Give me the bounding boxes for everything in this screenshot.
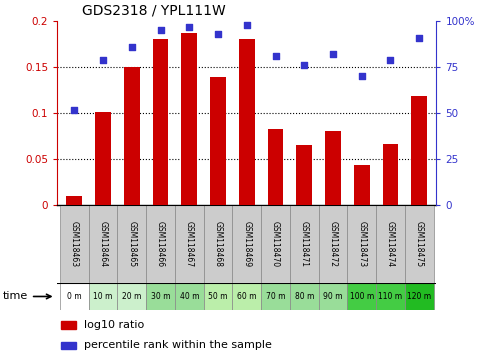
Bar <box>204 205 233 283</box>
Bar <box>239 39 254 205</box>
Text: GSM118470: GSM118470 <box>271 221 280 267</box>
Bar <box>95 112 111 205</box>
Text: 20 m: 20 m <box>122 292 141 301</box>
Bar <box>175 205 204 283</box>
Bar <box>210 78 226 205</box>
Bar <box>146 205 175 283</box>
Text: 60 m: 60 m <box>237 292 256 301</box>
Bar <box>204 283 233 310</box>
Point <box>186 24 193 30</box>
Bar <box>354 165 370 205</box>
Bar <box>261 283 290 310</box>
Text: GSM118468: GSM118468 <box>213 221 223 267</box>
Text: 30 m: 30 m <box>151 292 170 301</box>
Bar <box>233 205 261 283</box>
Text: log10 ratio: log10 ratio <box>84 320 144 330</box>
Bar <box>89 205 118 283</box>
Bar <box>233 283 261 310</box>
Text: 120 m: 120 m <box>407 292 432 301</box>
Bar <box>118 283 146 310</box>
Text: GSM118473: GSM118473 <box>357 221 366 267</box>
Bar <box>66 196 82 205</box>
Point <box>300 63 308 68</box>
Bar <box>61 342 76 349</box>
Point <box>157 28 165 33</box>
Bar <box>60 205 89 283</box>
Text: GDS2318 / YPL111W: GDS2318 / YPL111W <box>82 4 226 18</box>
Text: 70 m: 70 m <box>266 292 285 301</box>
Bar <box>296 145 312 205</box>
Bar <box>347 283 376 310</box>
Bar <box>118 205 146 283</box>
Point <box>271 53 279 59</box>
Text: 50 m: 50 m <box>208 292 228 301</box>
Bar <box>124 67 140 205</box>
Text: GSM118469: GSM118469 <box>242 221 251 267</box>
Text: 100 m: 100 m <box>350 292 374 301</box>
Text: GSM118464: GSM118464 <box>99 221 108 267</box>
Point <box>70 107 78 113</box>
Text: percentile rank within the sample: percentile rank within the sample <box>84 341 271 350</box>
Bar <box>405 205 434 283</box>
Bar <box>89 283 118 310</box>
Bar <box>376 283 405 310</box>
Text: time: time <box>2 291 28 302</box>
Text: GSM118475: GSM118475 <box>415 221 424 267</box>
Point <box>329 52 337 57</box>
Point <box>99 57 107 63</box>
Bar <box>60 283 89 310</box>
Text: GSM118472: GSM118472 <box>328 221 337 267</box>
Bar <box>325 131 341 205</box>
Bar <box>290 283 318 310</box>
Bar <box>182 33 197 205</box>
Text: 110 m: 110 m <box>378 292 403 301</box>
Text: 0 m: 0 m <box>67 292 82 301</box>
Bar <box>411 96 427 205</box>
Text: 90 m: 90 m <box>323 292 343 301</box>
Bar <box>175 283 204 310</box>
Point <box>128 44 136 50</box>
Bar <box>146 283 175 310</box>
Text: 80 m: 80 m <box>295 292 314 301</box>
Bar <box>290 205 318 283</box>
Bar <box>382 144 398 205</box>
Bar <box>318 283 347 310</box>
Text: GSM118465: GSM118465 <box>127 221 136 267</box>
Text: GSM118471: GSM118471 <box>300 221 309 267</box>
Text: 10 m: 10 m <box>93 292 113 301</box>
Text: GSM118467: GSM118467 <box>185 221 194 267</box>
Point <box>214 31 222 37</box>
Text: GSM118466: GSM118466 <box>156 221 165 267</box>
Bar <box>376 205 405 283</box>
Text: GSM118474: GSM118474 <box>386 221 395 267</box>
Point <box>243 22 250 28</box>
Bar <box>347 205 376 283</box>
Bar <box>153 39 169 205</box>
Bar <box>405 283 434 310</box>
Bar <box>268 129 283 205</box>
Point <box>358 74 366 79</box>
Bar <box>318 205 347 283</box>
Bar <box>61 321 76 329</box>
Point <box>386 57 394 63</box>
Point <box>415 35 423 41</box>
Text: 40 m: 40 m <box>180 292 199 301</box>
Text: GSM118463: GSM118463 <box>70 221 79 267</box>
Bar <box>261 205 290 283</box>
